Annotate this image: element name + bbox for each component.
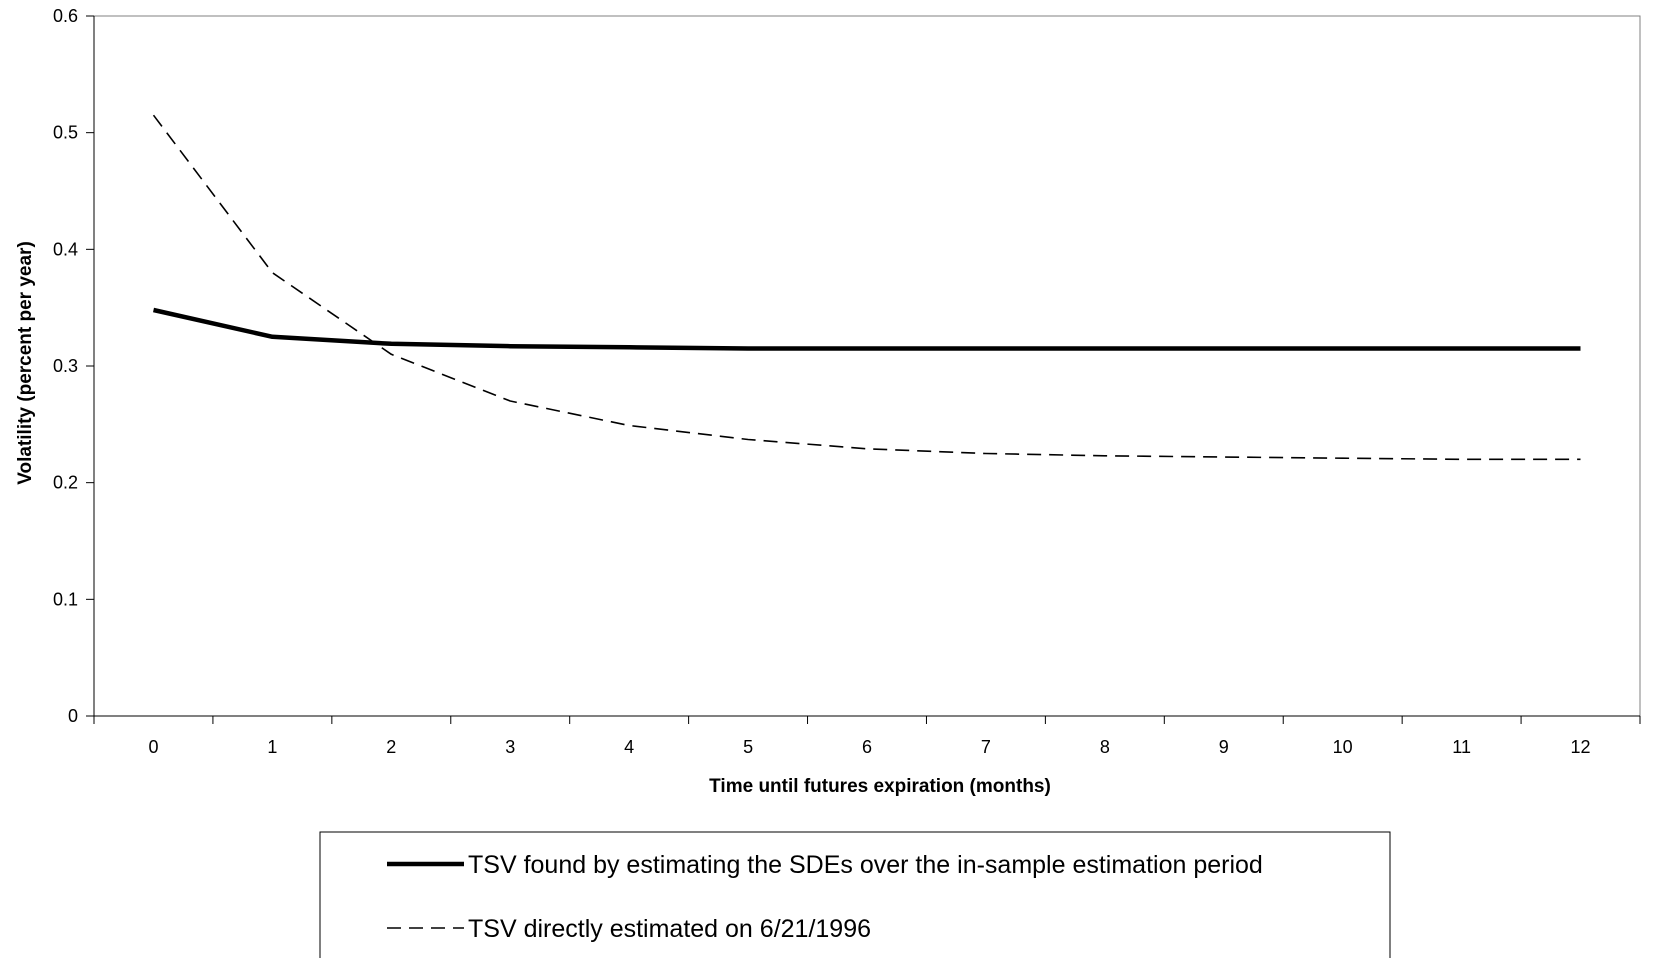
x-axis: 0 1 2 3 4 5 6 7 8 9 10 11 12: [93, 716, 1641, 757]
legend-box: [319, 831, 1391, 958]
y-tick-label: 0.6: [53, 6, 78, 26]
plot-area: [93, 15, 1641, 717]
x-tick-label: 8: [1100, 737, 1110, 757]
x-tick-label: 1: [267, 737, 277, 757]
x-tick-label: 6: [862, 737, 872, 757]
legend-entry-solid: TSV found by estimating the SDEs over th…: [468, 851, 1263, 879]
plot-frame: [93, 15, 1641, 717]
y-tick-label: 0.3: [53, 356, 78, 376]
x-tick-label: 12: [1571, 737, 1591, 757]
x-tick-label: 3: [505, 737, 515, 757]
x-tick-label: 4: [624, 737, 634, 757]
y-axis: 0 0.1 0.2 0.3 0.4 0.5 0.6: [53, 6, 94, 726]
y-tick-label: 0.2: [53, 473, 78, 493]
legend-entry-dashed: TSV directly estimated on 6/21/1996: [468, 915, 871, 943]
y-axis-title: Volatility (percent per year): [15, 241, 36, 485]
series-line-2: [152, 114, 1581, 461]
x-axis-title: Time until futures expiration (months): [709, 776, 1051, 797]
x-tick-label: 5: [743, 737, 753, 757]
x-tick-label: 2: [386, 737, 396, 757]
x-tick-label: 7: [981, 737, 991, 757]
x-tick-label: 10: [1333, 737, 1353, 757]
legend: TSV found by estimating the SDEs over th…: [319, 831, 1391, 958]
x-tick-label: 0: [148, 737, 158, 757]
x-tick-label: 11: [1452, 737, 1471, 757]
y-tick-label: 0.5: [53, 123, 78, 143]
y-tick-label: 0.1: [53, 589, 78, 609]
series-layer: [152, 114, 1581, 461]
y-tick-label: 0.4: [53, 239, 78, 259]
x-tick-label: 9: [1219, 737, 1229, 757]
y-tick-label: 0: [68, 706, 78, 726]
series-line-1: [153, 307, 1581, 351]
